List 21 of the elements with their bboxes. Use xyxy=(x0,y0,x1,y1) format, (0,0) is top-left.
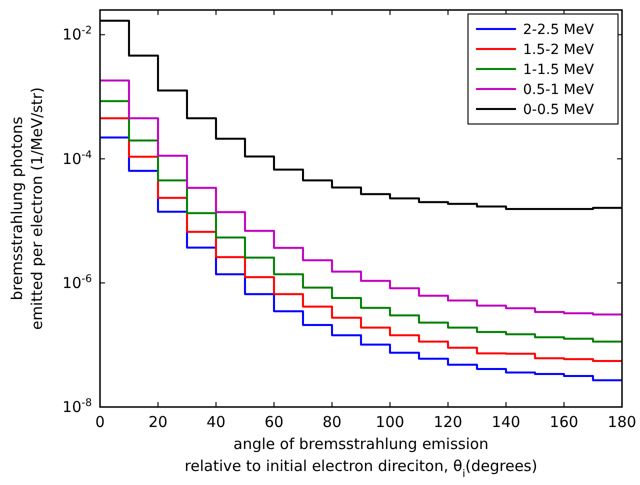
y-tick-label: 10$^{-2}$ xyxy=(62,24,92,44)
x-tick-label: 180 xyxy=(608,413,636,431)
x-tick-label: 80 xyxy=(322,413,342,431)
x-tick-label: 140 xyxy=(492,413,520,431)
legend-label: 0.5-1 MeV xyxy=(523,82,594,98)
y-tick-label: 10$^{-4}$ xyxy=(62,148,92,168)
x-tick-label: 160 xyxy=(550,413,578,431)
x-tick-label: 60 xyxy=(264,413,284,431)
legend-label: 1.5-2 MeV xyxy=(523,42,594,58)
y-tick-label: 10$^{-8}$ xyxy=(62,397,92,416)
x-tick-label: 120 xyxy=(434,413,462,431)
x-tick-label: 0 xyxy=(95,413,105,431)
x-tick-label: 100 xyxy=(376,413,404,431)
y-tick-label: 10$^{-6}$ xyxy=(62,272,92,292)
x-tick-label: 40 xyxy=(206,413,226,431)
legend-label: 2-2.5 MeV xyxy=(523,22,594,38)
x-axis-title: angle of bremsstrahlung emission relative to initial electron direciton, θ$_{i}$(degrees) xyxy=(184,435,538,480)
legend-label: 1-1.5 MeV xyxy=(523,62,594,78)
x-tick-label: 20 xyxy=(148,413,168,431)
legend-label: 0-0.5 MeV xyxy=(523,102,594,118)
y-axis-title: bremsstrahlung photons emitted per electron (1/MeV/str) xyxy=(8,87,46,330)
